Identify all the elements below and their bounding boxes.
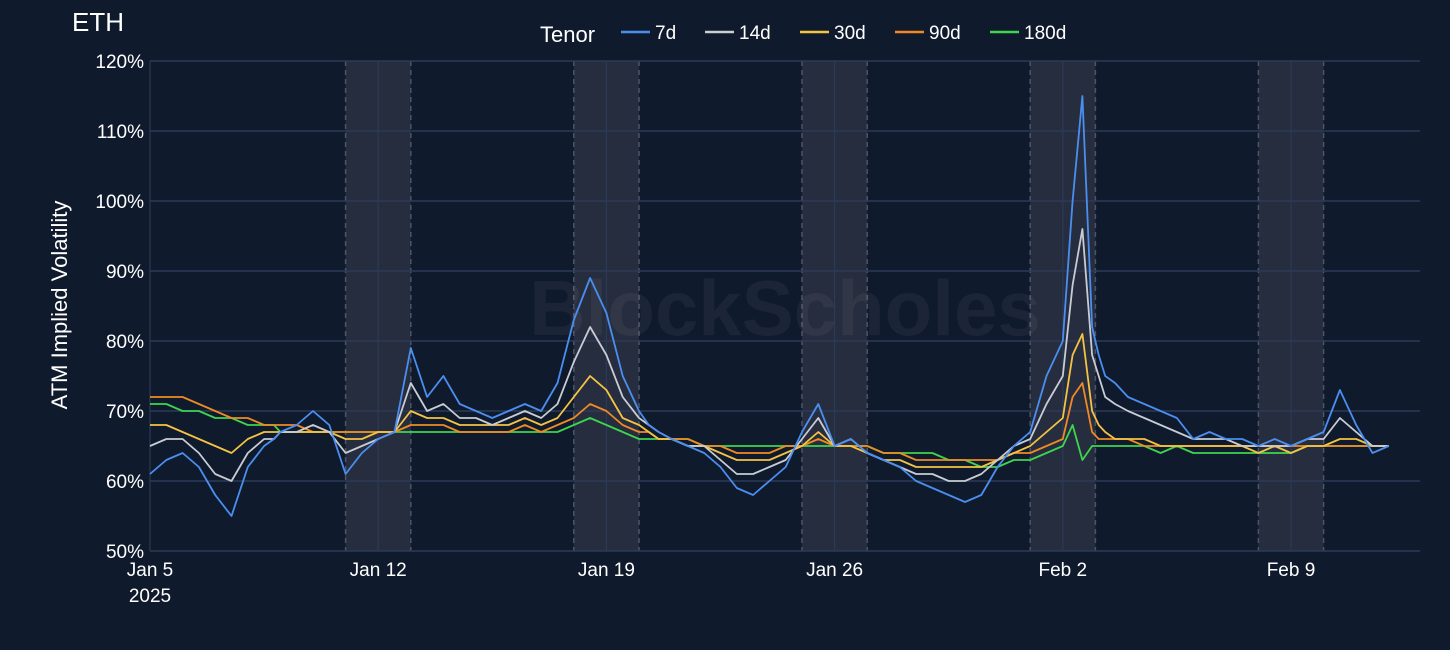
- y-tick-label: 110%: [97, 122, 144, 143]
- x-tick-sublabel: 2025: [129, 586, 171, 607]
- legend[interactable]: Tenor 7d 14d 30d 90d 180d: [540, 22, 1066, 47]
- x-tick-label: Feb 9: [1267, 560, 1316, 581]
- x-tick-label: Jan 12: [350, 560, 407, 581]
- y-tick-label: 50%: [106, 542, 144, 563]
- y-tick-label: 80%: [106, 332, 144, 353]
- x-axis-ticks: Jan 5 2025 Jan 12 Jan 19 Jan 26 Feb 2 Feb 9: [127, 560, 1316, 607]
- x-tick-label: Jan 26: [806, 560, 863, 581]
- y-axis-title: ATM Implied Volatility: [47, 201, 72, 410]
- legend-title: Tenor: [540, 22, 595, 47]
- y-tick-label: 70%: [106, 402, 144, 423]
- y-tick-label: 120%: [95, 52, 144, 73]
- legend-label-7d[interactable]: 7d: [655, 23, 676, 44]
- legend-label-30d[interactable]: 30d: [834, 23, 866, 44]
- series-line-7d: [149, 95, 1390, 517]
- series-lines: [149, 95, 1390, 517]
- x-tick-label: Jan 5: [127, 560, 173, 581]
- legend-label-90d[interactable]: 90d: [929, 23, 961, 44]
- y-tick-label: 100%: [95, 192, 144, 213]
- gridlines: [149, 60, 1420, 552]
- y-axis-ticks: 50% 60% 70% 80% 90% 100% 110% 120%: [95, 52, 144, 563]
- chart-title: ETH: [72, 7, 124, 37]
- series-line-90d: [150, 382, 1389, 461]
- y-tick-label: 90%: [106, 262, 144, 283]
- series-line-30d: [150, 333, 1389, 468]
- legend-label-14d[interactable]: 14d: [739, 23, 771, 44]
- y-tick-label: 60%: [106, 472, 144, 493]
- watermark: BlockScholes: [529, 264, 1041, 352]
- legend-label-180d[interactable]: 180d: [1024, 23, 1066, 44]
- x-tick-label: Jan 19: [578, 560, 635, 581]
- series-line-14d: [149, 228, 1389, 482]
- x-tick-label: Feb 2: [1039, 560, 1088, 581]
